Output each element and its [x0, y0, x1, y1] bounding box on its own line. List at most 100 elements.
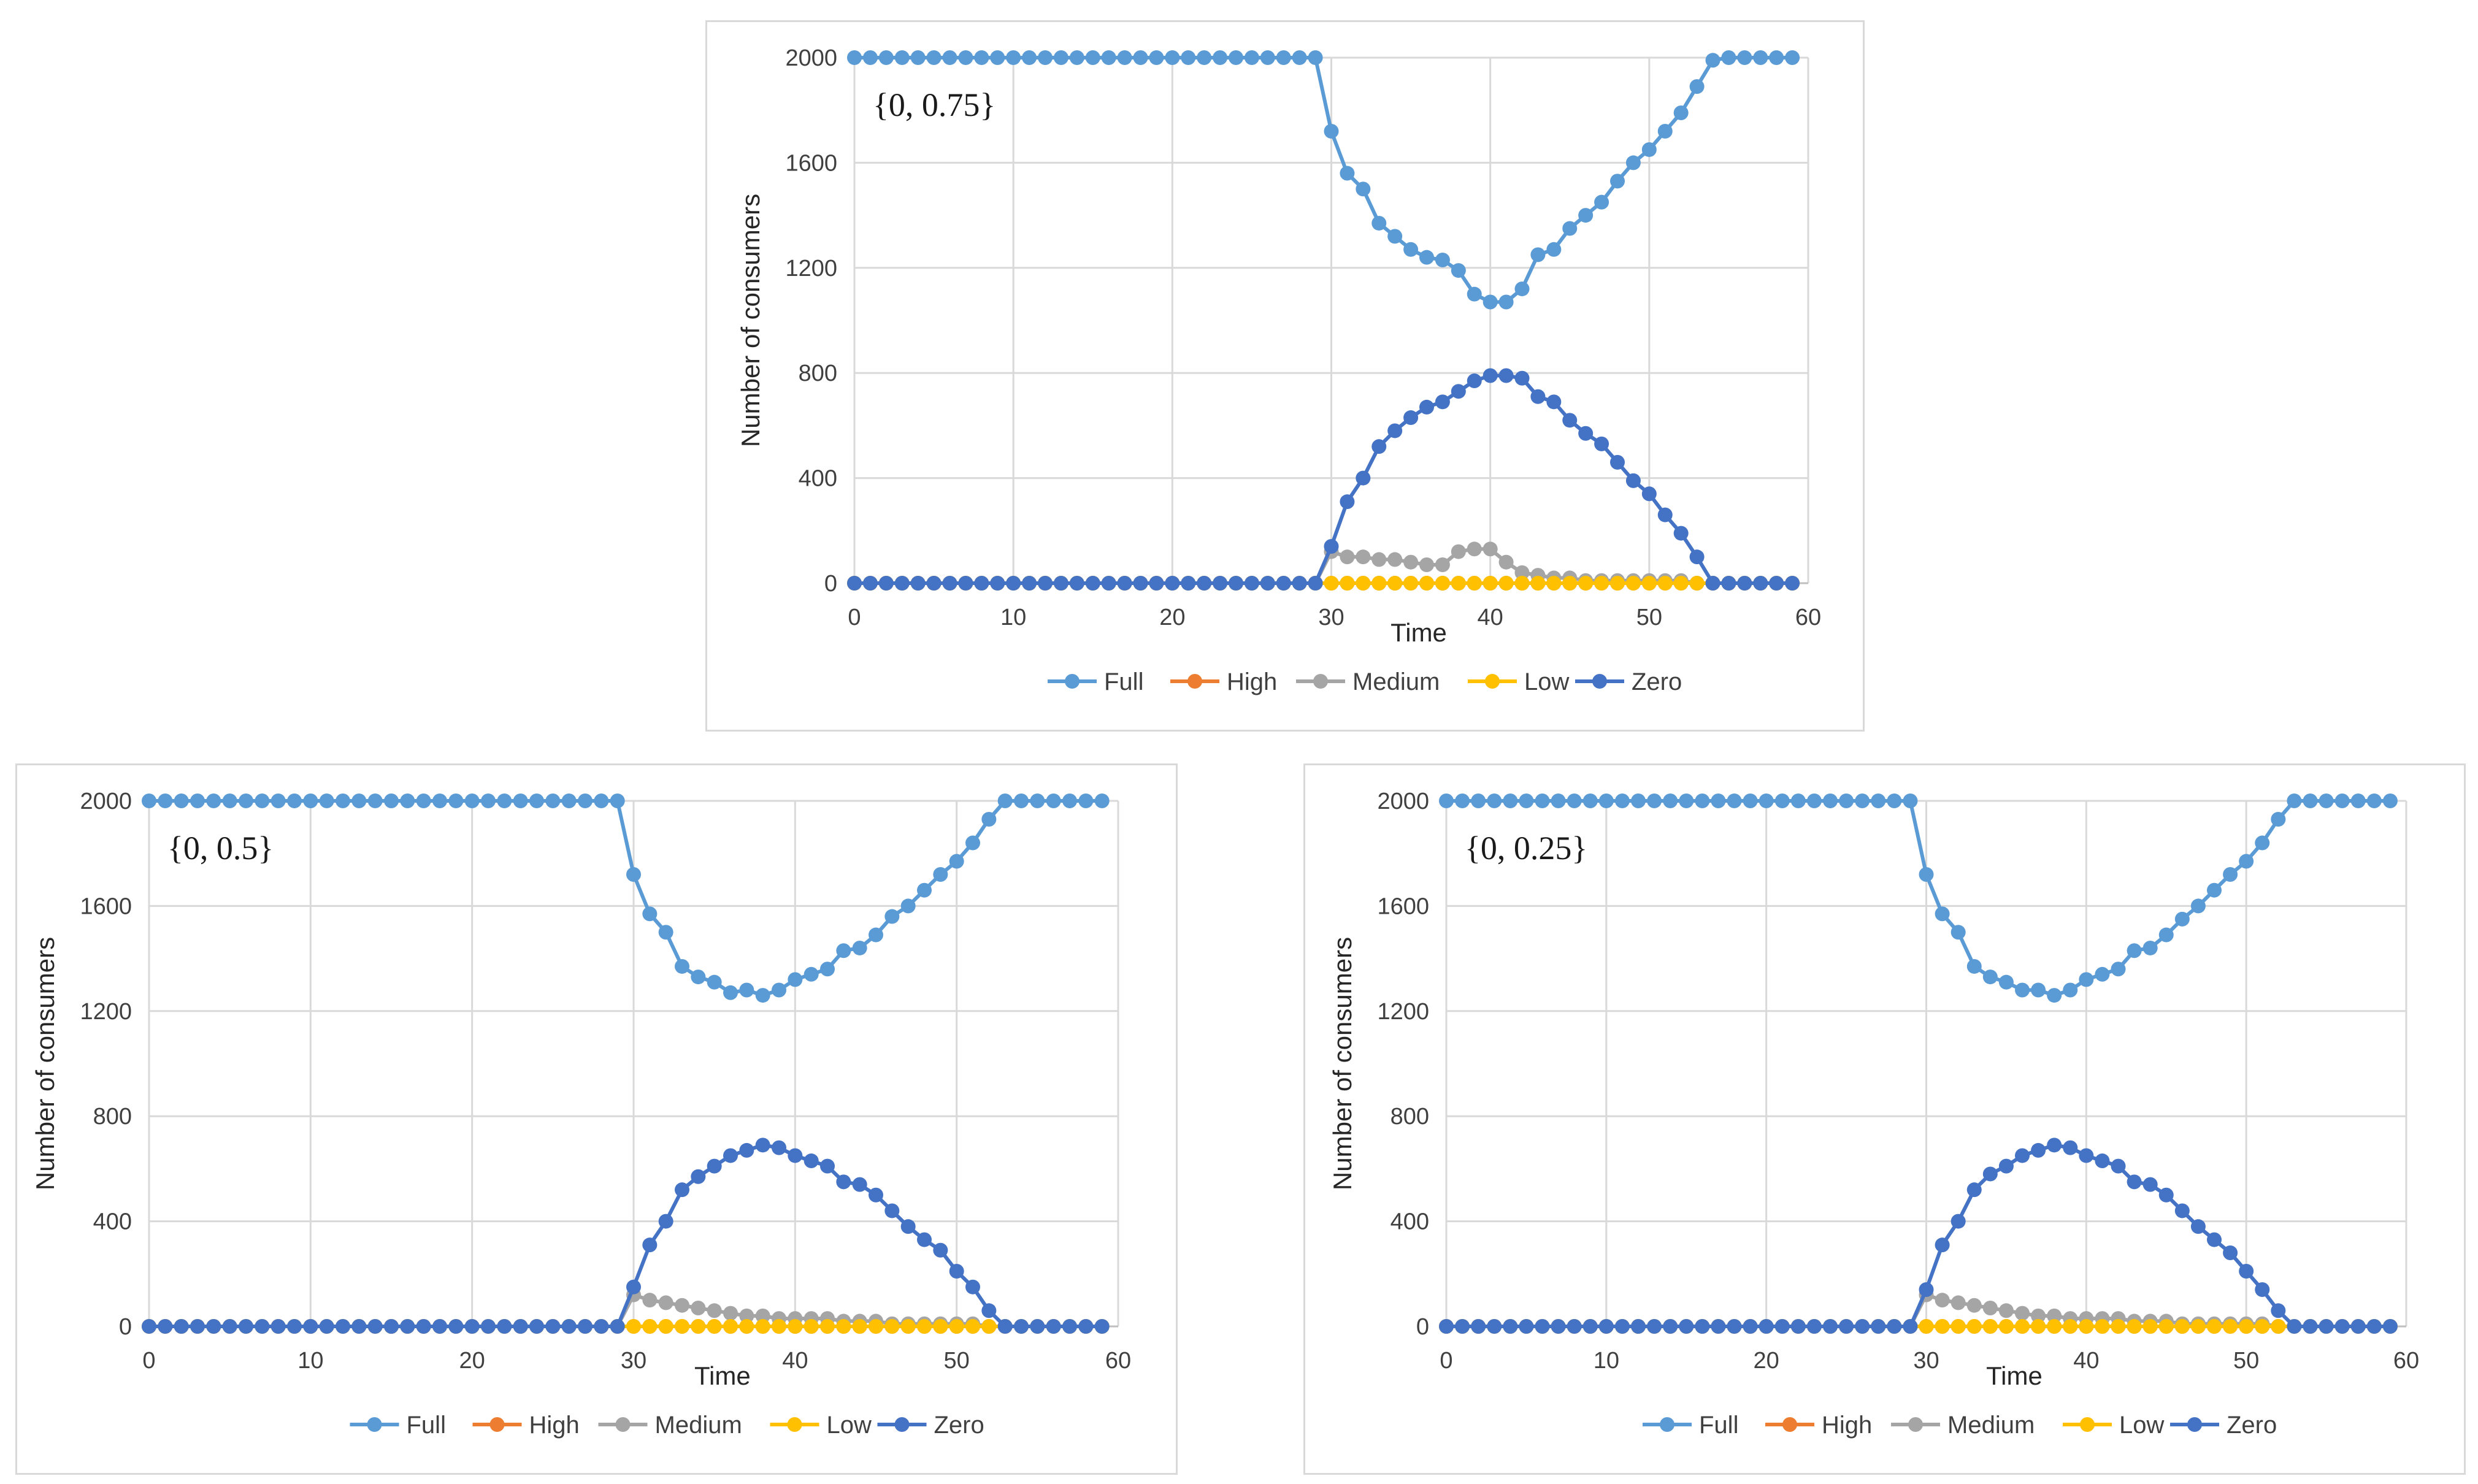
legend-item-medium: Medium [598, 1412, 742, 1439]
legend: Full High Medium Low Zero [350, 1412, 984, 1439]
data-point-full [1546, 242, 1562, 257]
x-tick-label: 0 [142, 1348, 155, 1374]
data-point-zero [917, 1232, 932, 1247]
y-tick-label: 1600 [80, 893, 132, 919]
legend-label: Full [1104, 668, 1143, 695]
data-point-zero [2303, 1319, 2318, 1334]
data-point-low [1625, 576, 1641, 591]
data-point-zero [1774, 1319, 1790, 1334]
legend-item-zero: Zero [1575, 668, 1682, 695]
data-point-zero [1951, 1214, 1966, 1229]
data-point-medium [1998, 1303, 2014, 1318]
data-point-low [2174, 1319, 2190, 1334]
legend-item-full: Full [1643, 1412, 1738, 1439]
data-point-full [1982, 970, 1998, 985]
data-point-zero [1935, 1237, 1950, 1253]
data-point-low [739, 1319, 754, 1334]
data-point-zero [1487, 1319, 1502, 1334]
data-point-zero [1451, 384, 1466, 399]
data-point-low [1514, 576, 1530, 591]
data-point-low [2239, 1319, 2254, 1334]
data-point-zero [926, 576, 942, 591]
data-point-low [1966, 1319, 1982, 1334]
data-point-zero [1711, 1319, 1726, 1334]
data-point-full [1117, 50, 1132, 65]
data-point-low [900, 1319, 916, 1334]
x-axis-title: Time [1391, 618, 1447, 647]
data-point-zero [755, 1138, 770, 1153]
data-point-low [1641, 576, 1657, 591]
data-point-full [990, 50, 1005, 65]
data-point-full [1887, 794, 1902, 808]
data-point-zero [675, 1182, 689, 1198]
y-tick-label: 400 [1391, 1209, 1429, 1235]
data-point-low [1657, 576, 1673, 591]
data-point-zero [1614, 1319, 1630, 1334]
legend-label: Medium [655, 1412, 742, 1439]
data-point-full [1403, 242, 1419, 257]
series-line-zero [854, 373, 1793, 585]
x-tick-label: 0 [1440, 1348, 1452, 1374]
data-point-full [1641, 142, 1657, 157]
data-point-zero [2015, 1148, 2030, 1163]
data-point-medium [755, 1308, 770, 1323]
data-point-full [1244, 50, 1259, 65]
data-point-full [974, 50, 989, 65]
data-point-zero [1598, 1319, 1614, 1334]
data-point-full [2031, 982, 2046, 998]
data-point-low [1387, 576, 1403, 591]
data-point-zero [1871, 1319, 1886, 1334]
data-point-full [1774, 794, 1790, 808]
data-point-full [1903, 794, 1918, 808]
legend-swatch-marker [1187, 674, 1202, 689]
data-point-zero [2287, 1319, 2302, 1334]
data-point-low [1419, 576, 1434, 591]
chart-bottom-right: 0 400 800 1200 1600 2000 0 10 20 30 40 50 60 Time Numb… [1328, 789, 2419, 1439]
data-point-full [1625, 155, 1641, 170]
data-point-full [1567, 794, 1582, 808]
data-point-zero [942, 576, 957, 591]
y-tick-label: 800 [1391, 1104, 1429, 1130]
data-point-zero [1498, 368, 1514, 383]
data-point-medium [707, 1303, 722, 1318]
data-point-full [949, 854, 964, 869]
data-point-medium [723, 1306, 738, 1321]
data-point-low [723, 1319, 738, 1334]
data-point-full [691, 970, 706, 985]
data-point-zero [1647, 1319, 1662, 1334]
data-point-low [1982, 1319, 1998, 1334]
data-point-full [1503, 794, 1518, 808]
data-point-full [1030, 794, 1045, 808]
data-point-full [222, 794, 237, 808]
data-point-full [1487, 794, 1502, 808]
data-point-full [2223, 866, 2238, 882]
data-point-zero [303, 1319, 318, 1334]
data-point-full [2334, 794, 2350, 808]
data-point-full [997, 794, 1013, 808]
data-point-full [1966, 958, 1982, 974]
y-tick-label: 800 [799, 361, 837, 386]
data-point-full [1101, 50, 1116, 65]
data-point-medium [1514, 565, 1530, 580]
data-point-full [900, 898, 916, 914]
gridlines [1446, 800, 2407, 1326]
data-point-full [1165, 50, 1180, 65]
legend-item-high: High [1765, 1412, 1872, 1439]
data-point-full [545, 794, 561, 808]
y-tick-label: 0 [824, 571, 837, 597]
parameter-annotation: {0, 0.25} [1465, 830, 1587, 866]
data-point-full [206, 794, 221, 808]
legend-label: Zero [2227, 1412, 2277, 1439]
x-tick-label: 60 [1105, 1348, 1131, 1374]
data-point-zero [1078, 1319, 1094, 1334]
data-point-medium [739, 1308, 754, 1323]
series-zero [847, 368, 1800, 591]
data-point-full [2207, 882, 2222, 898]
data-point-zero [1535, 1319, 1550, 1334]
chart-top: 0 400 800 1200 1600 2000 0 10 20 30 40 50 60 Time Numb… [736, 45, 1821, 695]
legend-swatch-marker [2080, 1417, 2095, 1432]
data-point-full [1014, 794, 1029, 808]
data-point-full [384, 794, 399, 808]
data-point-full [965, 835, 980, 851]
data-point-full [432, 794, 447, 808]
